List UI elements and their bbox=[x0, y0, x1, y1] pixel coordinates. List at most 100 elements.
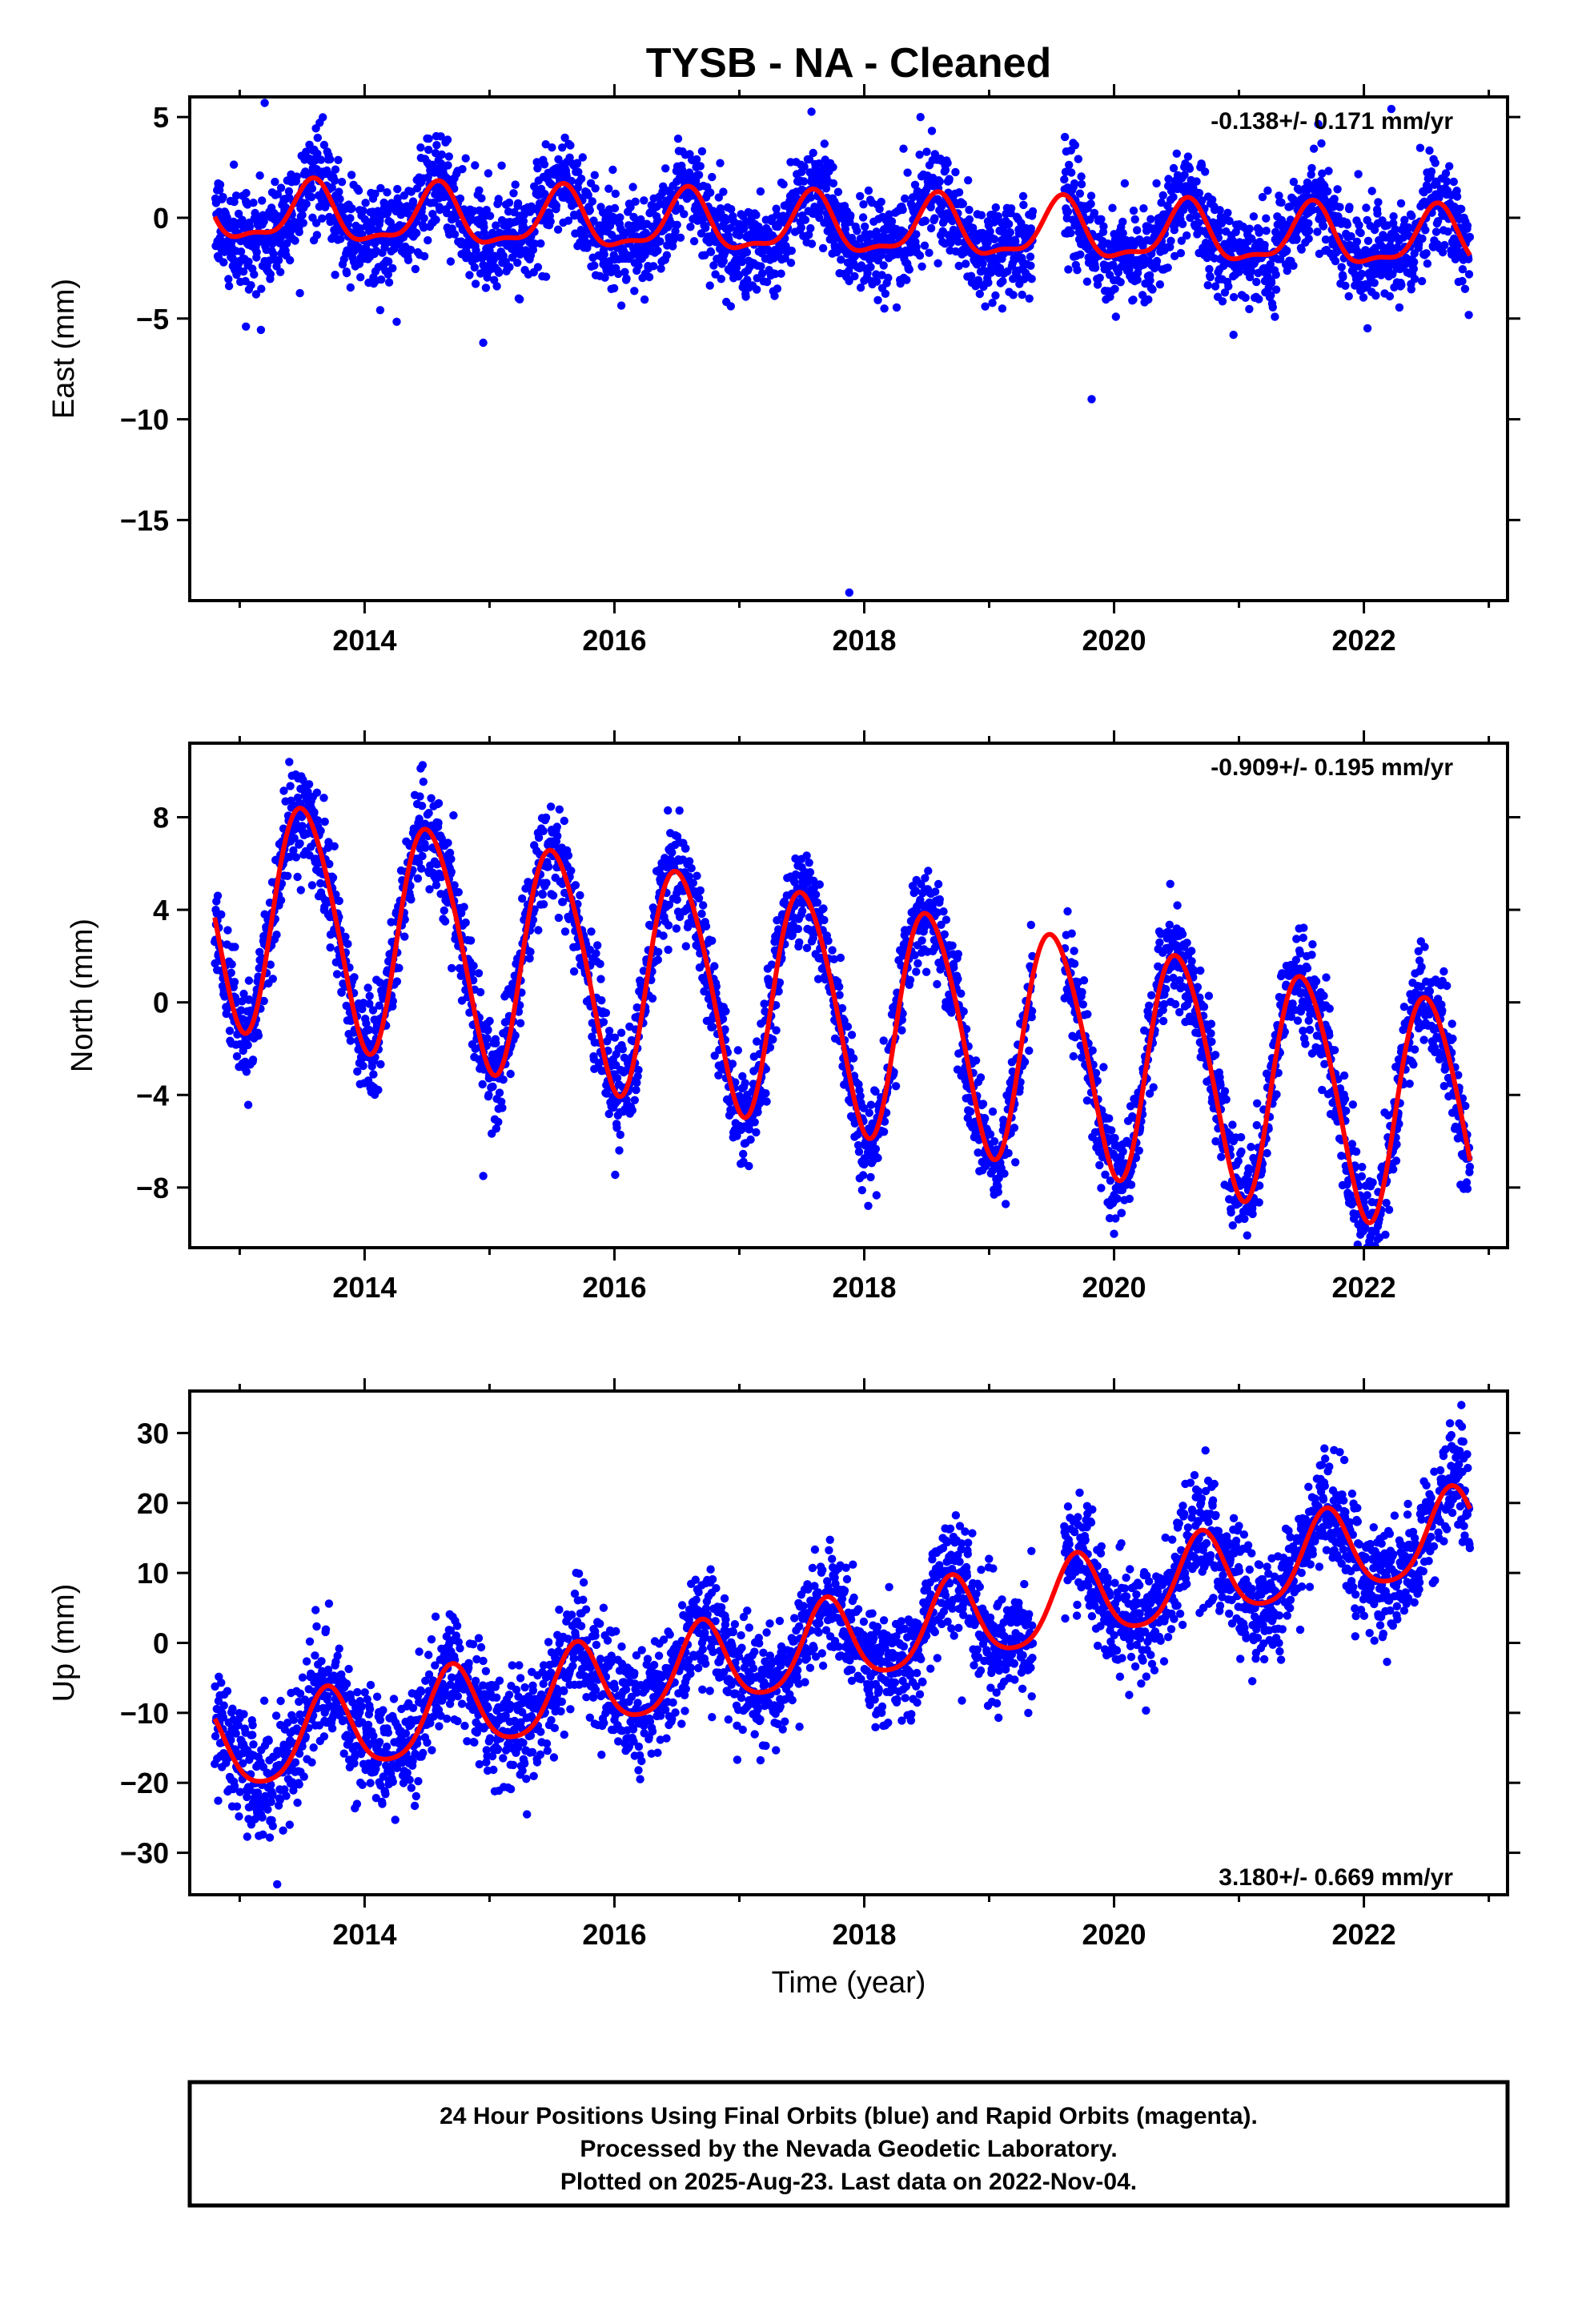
data-point bbox=[1438, 247, 1447, 257]
data-point bbox=[856, 283, 865, 292]
data-point bbox=[249, 199, 258, 207]
data-point bbox=[283, 239, 291, 248]
data-point bbox=[1297, 245, 1306, 254]
data-point bbox=[717, 275, 725, 283]
data-point bbox=[1180, 171, 1189, 179]
data-point bbox=[274, 255, 283, 265]
data-point bbox=[236, 247, 246, 256]
data-point bbox=[319, 794, 328, 802]
data-point bbox=[585, 206, 594, 215]
data-point bbox=[418, 851, 427, 861]
data-point bbox=[1191, 211, 1201, 220]
data-point bbox=[371, 189, 379, 199]
data-point bbox=[374, 1085, 383, 1095]
data-point bbox=[1027, 275, 1036, 283]
data-point bbox=[492, 221, 500, 230]
data-point bbox=[1018, 191, 1028, 201]
data-point bbox=[1148, 285, 1157, 294]
data-point bbox=[1339, 272, 1347, 282]
data-point bbox=[1110, 284, 1119, 293]
outlier-point bbox=[845, 588, 854, 597]
data-point bbox=[1289, 177, 1299, 187]
data-point bbox=[734, 271, 744, 279]
data-point bbox=[686, 223, 695, 231]
data-point bbox=[596, 975, 605, 983]
data-point bbox=[510, 207, 519, 217]
data-point bbox=[787, 246, 796, 255]
data-point bbox=[1314, 119, 1323, 129]
data-point bbox=[1255, 226, 1264, 235]
data-point bbox=[1004, 219, 1014, 228]
data-point bbox=[546, 802, 556, 811]
data-point bbox=[746, 1135, 755, 1144]
data-point bbox=[1267, 278, 1276, 287]
data-point bbox=[330, 842, 339, 851]
data-point bbox=[942, 209, 951, 218]
data-point bbox=[721, 1007, 730, 1016]
data-point bbox=[326, 155, 335, 164]
y-tick-label: 0 bbox=[153, 202, 169, 235]
data-point bbox=[1009, 291, 1018, 300]
data-point bbox=[696, 162, 705, 171]
data-point bbox=[1427, 167, 1436, 176]
data-point bbox=[917, 262, 926, 271]
data-point bbox=[772, 204, 781, 213]
data-point bbox=[420, 223, 428, 232]
data-point bbox=[1255, 295, 1263, 304]
data-point bbox=[708, 1023, 717, 1031]
data-point bbox=[600, 273, 609, 282]
data-point bbox=[440, 906, 448, 915]
data-point bbox=[484, 169, 493, 178]
data-point bbox=[360, 215, 369, 223]
data-point bbox=[1433, 217, 1443, 226]
data-point bbox=[1460, 284, 1470, 293]
data-point bbox=[676, 233, 685, 242]
data-point bbox=[225, 1027, 235, 1035]
data-point bbox=[424, 809, 433, 818]
data-point bbox=[223, 926, 232, 935]
data-point bbox=[741, 1079, 749, 1088]
data-point bbox=[1241, 293, 1250, 302]
data-point bbox=[705, 238, 714, 247]
data-point bbox=[1458, 265, 1468, 274]
y-tick-label: −5 bbox=[136, 303, 169, 336]
data-point bbox=[1090, 263, 1100, 272]
data-point bbox=[1283, 246, 1291, 255]
data-point bbox=[1356, 228, 1365, 238]
data-point bbox=[1144, 295, 1153, 304]
data-point bbox=[250, 270, 259, 279]
data-point bbox=[540, 160, 549, 169]
data-point bbox=[283, 871, 292, 881]
data-point bbox=[1185, 164, 1195, 173]
data-point bbox=[616, 1130, 624, 1140]
data-point bbox=[424, 145, 433, 155]
data-point bbox=[470, 263, 479, 272]
data-point bbox=[383, 188, 391, 197]
data-point bbox=[696, 886, 705, 895]
data-point bbox=[1308, 206, 1317, 215]
data-point bbox=[465, 271, 474, 279]
data-point bbox=[279, 786, 288, 795]
data-point bbox=[1374, 198, 1383, 207]
data-point bbox=[244, 976, 254, 985]
data-point bbox=[1203, 253, 1212, 263]
data-point bbox=[1120, 179, 1130, 188]
data-point bbox=[941, 166, 950, 175]
data-point bbox=[456, 194, 465, 203]
data-point bbox=[1452, 192, 1462, 201]
data-point bbox=[935, 177, 945, 186]
data-point bbox=[693, 871, 701, 880]
data-point bbox=[569, 967, 579, 976]
data-point bbox=[1218, 297, 1227, 306]
data-point bbox=[1118, 217, 1127, 227]
data-point bbox=[829, 179, 838, 188]
data-point bbox=[335, 896, 343, 906]
data-point bbox=[668, 848, 677, 857]
data-point bbox=[692, 155, 701, 164]
data-point bbox=[1086, 191, 1096, 200]
data-point bbox=[432, 141, 441, 150]
data-point bbox=[1344, 292, 1353, 301]
data-point bbox=[1464, 270, 1474, 279]
data-point bbox=[994, 211, 1003, 221]
data-point bbox=[977, 211, 986, 219]
